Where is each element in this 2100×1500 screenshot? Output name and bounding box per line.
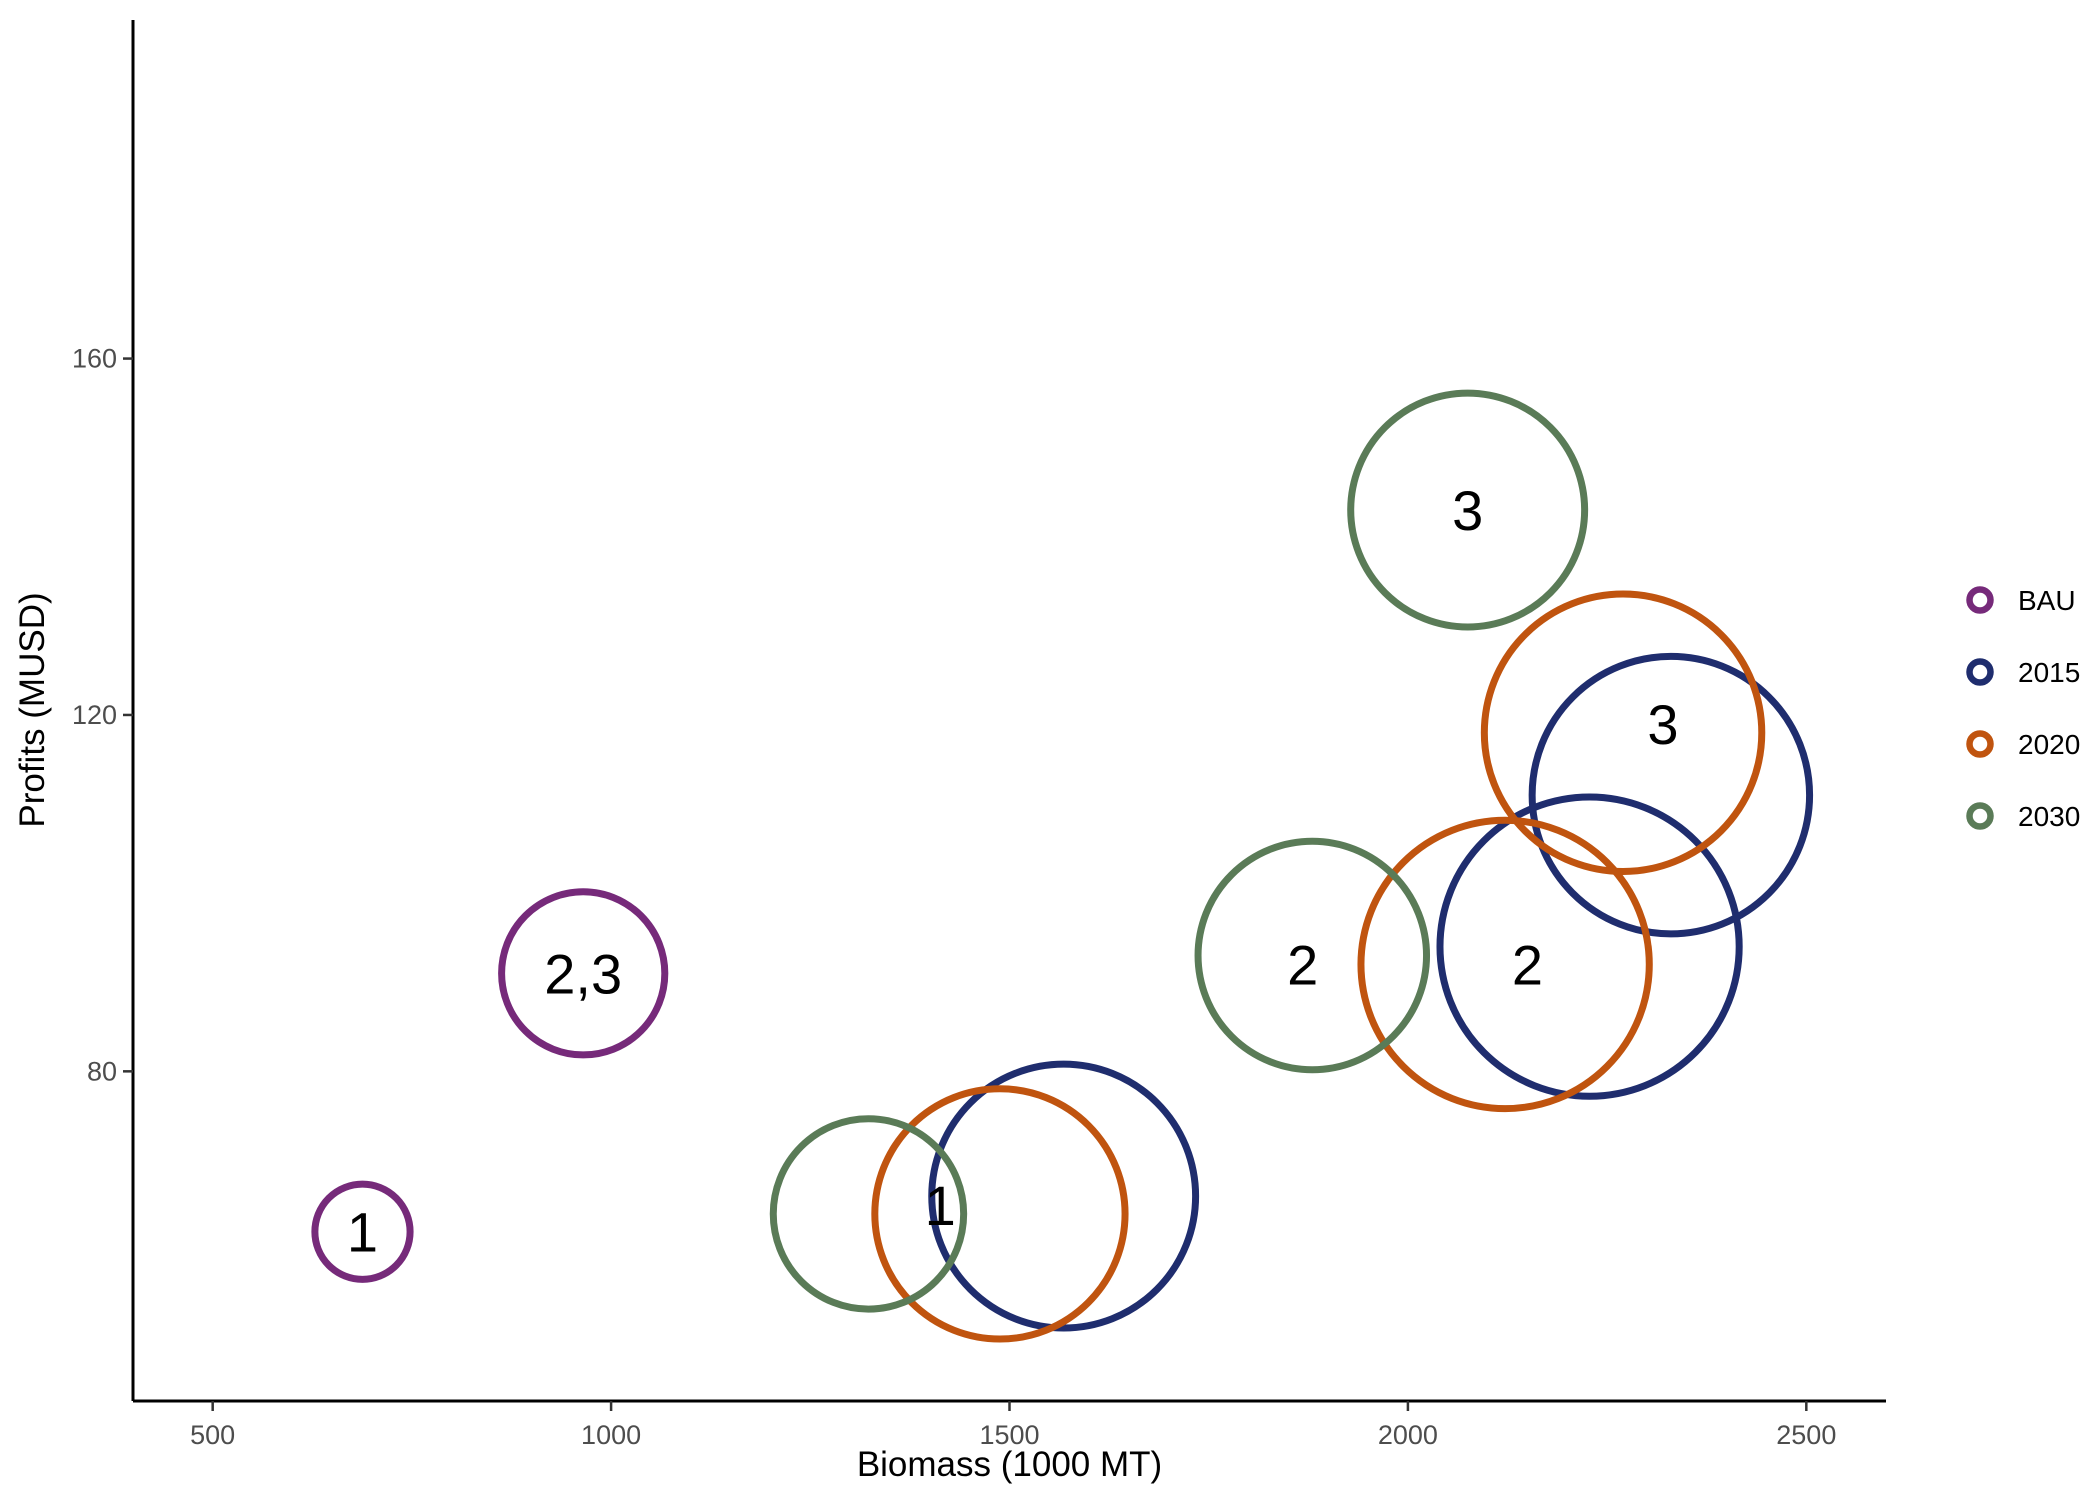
x-tick-label: 2500 bbox=[1776, 1420, 1836, 1450]
y-tick-label: 160 bbox=[72, 344, 117, 374]
legend-key-bau bbox=[1966, 586, 1994, 614]
bubble-label: 2,3 bbox=[544, 942, 622, 1005]
y-tick-label: 80 bbox=[87, 1056, 117, 1086]
bubble-2030 bbox=[1194, 837, 1431, 1074]
x-tick-label: 1000 bbox=[581, 1420, 641, 1450]
legend-label: BAU bbox=[2018, 585, 2076, 616]
x-axis-title: Biomass (1000 MT) bbox=[857, 1445, 1162, 1484]
bubbles-group bbox=[311, 389, 1814, 1343]
bubble-bau bbox=[498, 888, 669, 1059]
legend-label: 2015 bbox=[2018, 657, 2080, 688]
bubble-annotation: 2 bbox=[1287, 933, 1318, 996]
axes-group: 500 1000 1500 2000 2500 80 120 160 bbox=[72, 20, 1886, 1450]
bubble-labels-group: 1 2,3 1 2 2 3 3 bbox=[347, 479, 1679, 1264]
legend-key-2015 bbox=[1966, 658, 1994, 686]
bubble-2015 bbox=[928, 1060, 1200, 1332]
x-tick-label: 500 bbox=[190, 1420, 235, 1450]
y-axis-title: Profits (MUSD) bbox=[13, 592, 52, 827]
bubble-2020 bbox=[871, 1085, 1129, 1343]
bubble-annotation: 3 bbox=[1647, 693, 1678, 756]
bubble-annotation: 1 bbox=[925, 1174, 956, 1237]
bubble-2015 bbox=[1436, 793, 1743, 1100]
bubble-2020 bbox=[1480, 590, 1766, 875]
bubble-2030 bbox=[769, 1115, 968, 1313]
bubble-2015 bbox=[1528, 652, 1814, 938]
legend: BAU 2015 2020 2030 bbox=[1966, 585, 2080, 832]
bubble-2020 bbox=[1357, 816, 1653, 1113]
bubble-label: 1 bbox=[347, 1201, 378, 1264]
x-tick-label: 2000 bbox=[1378, 1420, 1438, 1450]
bubble-annotation: 2 bbox=[1512, 933, 1543, 996]
legend-key-2030 bbox=[1966, 802, 1994, 830]
bubble-bau bbox=[311, 1180, 414, 1283]
legend-key-2020 bbox=[1966, 730, 1994, 758]
bubble-annotation: 3 bbox=[1452, 479, 1483, 542]
x-tick-label: 1500 bbox=[979, 1420, 1039, 1450]
bubble-2030 bbox=[1347, 389, 1589, 631]
y-tick-label: 120 bbox=[72, 700, 117, 730]
legend-label: 2030 bbox=[2018, 801, 2080, 832]
legend-label: 2020 bbox=[2018, 729, 2080, 760]
